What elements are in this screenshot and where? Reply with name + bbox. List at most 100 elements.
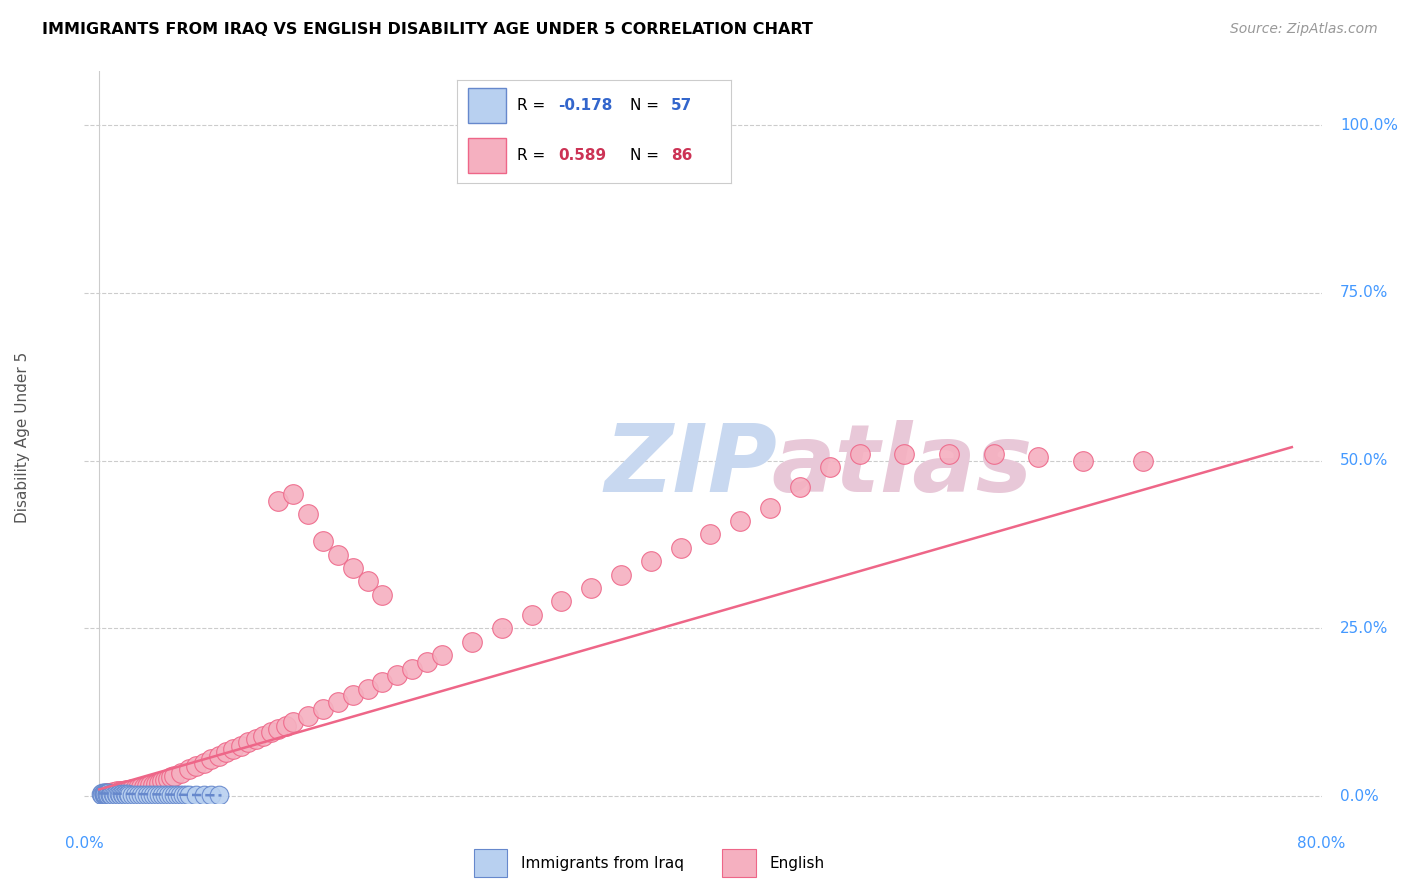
Point xyxy=(93,787,115,801)
Text: 0.589: 0.589 xyxy=(558,148,606,162)
Point xyxy=(326,695,349,709)
Point xyxy=(100,786,122,800)
Point xyxy=(112,784,135,798)
Text: 50.0%: 50.0% xyxy=(1340,453,1389,468)
Point xyxy=(430,648,453,662)
Point xyxy=(153,772,176,787)
Text: 86: 86 xyxy=(671,148,692,162)
Point xyxy=(640,554,662,568)
Point xyxy=(371,588,394,602)
Point xyxy=(416,655,439,669)
Point xyxy=(97,788,120,802)
Point xyxy=(96,786,118,800)
Point xyxy=(174,788,197,802)
Point xyxy=(96,787,118,801)
Point xyxy=(789,480,811,494)
Point xyxy=(215,746,238,760)
Point xyxy=(1028,450,1050,465)
Point xyxy=(98,788,121,802)
Point xyxy=(96,786,118,800)
Point xyxy=(107,785,129,799)
Point xyxy=(93,786,115,800)
Point xyxy=(342,689,364,703)
Point xyxy=(550,594,572,608)
Point xyxy=(759,500,782,515)
Point xyxy=(115,783,138,797)
Text: 0.0%: 0.0% xyxy=(1340,789,1379,804)
Point xyxy=(124,788,146,802)
Point xyxy=(222,742,245,756)
Point xyxy=(238,735,260,749)
Point xyxy=(150,774,173,789)
Text: English: English xyxy=(770,855,825,871)
Point xyxy=(1132,453,1154,467)
Point xyxy=(129,780,152,795)
Point xyxy=(100,788,122,802)
Point xyxy=(669,541,692,555)
Point xyxy=(139,778,162,792)
Point xyxy=(127,788,149,802)
Point xyxy=(94,787,117,801)
FancyBboxPatch shape xyxy=(474,849,508,877)
Point xyxy=(699,527,721,541)
Point xyxy=(156,788,179,802)
Point xyxy=(98,787,121,801)
Point xyxy=(145,777,167,791)
Point xyxy=(491,621,513,635)
Text: atlas: atlas xyxy=(770,420,1032,512)
Point xyxy=(93,787,115,801)
Point xyxy=(267,722,290,736)
Point xyxy=(281,715,304,730)
Text: R =: R = xyxy=(517,98,550,113)
Point xyxy=(312,534,335,549)
Point xyxy=(401,662,423,676)
Text: 100.0%: 100.0% xyxy=(1340,118,1398,133)
Point xyxy=(166,788,188,802)
Point xyxy=(121,788,143,802)
FancyBboxPatch shape xyxy=(468,88,506,123)
Point xyxy=(97,786,120,800)
Point xyxy=(90,787,112,801)
Point xyxy=(267,493,290,508)
Point xyxy=(163,769,186,783)
Point xyxy=(207,788,229,802)
Point xyxy=(118,788,141,802)
Point xyxy=(121,782,143,797)
Point xyxy=(200,752,222,766)
Text: N =: N = xyxy=(630,148,664,162)
Point xyxy=(159,788,181,802)
Point xyxy=(260,725,283,739)
Point xyxy=(169,788,191,802)
Point xyxy=(115,788,138,802)
Point xyxy=(730,514,752,528)
Point xyxy=(132,780,155,794)
Point xyxy=(124,781,146,796)
Point xyxy=(983,447,1005,461)
Point xyxy=(356,574,378,589)
Point xyxy=(118,783,141,797)
Point xyxy=(200,788,222,802)
Point xyxy=(93,788,115,802)
Text: R =: R = xyxy=(517,148,550,162)
Point xyxy=(170,765,193,780)
Point xyxy=(142,788,165,802)
Point xyxy=(520,607,543,622)
Point xyxy=(108,784,131,798)
Point xyxy=(101,785,124,799)
Point xyxy=(148,788,170,802)
Point xyxy=(101,787,124,801)
Point xyxy=(111,783,134,797)
Point xyxy=(186,788,208,802)
Point xyxy=(105,784,128,798)
Point xyxy=(129,788,152,802)
Point xyxy=(893,447,915,461)
Point xyxy=(132,788,155,802)
Point xyxy=(100,787,122,801)
Point xyxy=(96,788,118,802)
Point xyxy=(245,732,267,747)
Point xyxy=(274,718,297,732)
Point xyxy=(114,783,136,797)
Point xyxy=(610,567,633,582)
Point xyxy=(193,788,215,802)
Point xyxy=(105,788,128,802)
